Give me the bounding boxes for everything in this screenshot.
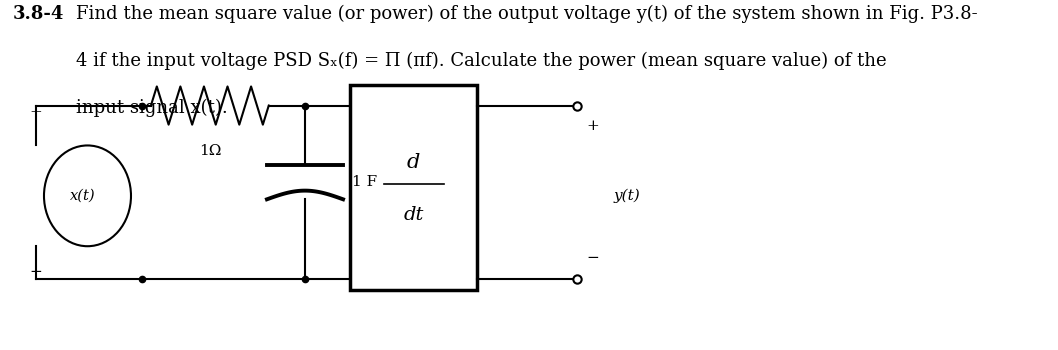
Text: 1 F: 1 F — [352, 175, 378, 189]
Text: y(t): y(t) — [614, 189, 640, 203]
Text: d: d — [407, 153, 420, 172]
Text: −: − — [586, 251, 599, 265]
Text: 4 if the input voltage PSD Sₓ(f) = Π (πf). Calculate the power (mean square valu: 4 if the input voltage PSD Sₓ(f) = Π (πf… — [76, 52, 887, 70]
Text: 1Ω: 1Ω — [199, 144, 221, 158]
Text: x(t): x(t) — [70, 189, 96, 203]
Text: 3.8-4: 3.8-4 — [13, 5, 63, 23]
Text: Find the mean square value (or power) of the output voltage y(t) of the system s: Find the mean square value (or power) of… — [76, 5, 978, 23]
Text: −: − — [30, 265, 42, 279]
Text: +: + — [30, 105, 42, 119]
Text: +: + — [586, 119, 599, 133]
Text: dt: dt — [403, 206, 424, 224]
Bar — [350, 85, 477, 289]
Text: input signal x(t).: input signal x(t). — [76, 99, 227, 117]
